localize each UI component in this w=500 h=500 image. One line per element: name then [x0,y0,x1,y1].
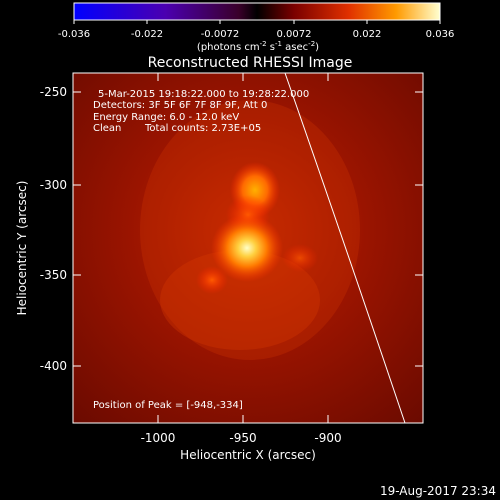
colorbar-tick-label: -0.036 [58,29,90,40]
x-tick-label: -900 [314,431,341,445]
x-tick-label: -1000 [141,431,176,445]
y-axis-ticks [73,91,423,367]
info-energy-range: Energy Range: 6.0 - 12.0 keV [93,112,239,123]
colorbar-ticks [73,20,441,24]
info-detectors: Detectors: 3F 5F 6F 7F 8F 9F, Att 0 [93,100,267,111]
colorbar-tick-label: -0.0072 [201,29,240,40]
colorbar-units: (photons cm-2 s-1 asec-2) [197,40,319,53]
info-method: Clean [93,123,121,134]
info-peak-position: Position of Peak = [-948,-334] [93,400,243,411]
info-total-counts: Total counts: 2.73E+05 [144,123,261,134]
y-tick-label: -250 [40,85,67,99]
x-axis-ticks [157,73,329,423]
rhessi-image [73,73,423,423]
y-axis-label: Heliocentric Y (arcsec) [15,181,29,316]
colorbar-tick-label: 0.0072 [277,29,312,40]
info-time-range: 5-Mar-2015 19:18:22.000 to 19:28:22.000 [98,89,309,100]
colorbar-tick-label: 0.036 [426,29,455,40]
solar-limb [284,73,406,423]
colorbar-tick-label: -0.022 [131,29,163,40]
y-tick-label: -350 [40,268,67,282]
plot-title: Reconstructed RHESSI Image [148,55,353,71]
colorbar [73,2,441,21]
plot-frame [72,72,424,424]
x-tick-label: -950 [229,431,256,445]
footer-date: 19-Aug-2017 23:34 [380,484,496,498]
y-tick-label: -300 [40,178,67,192]
colorbar-tick-label: 0.022 [353,29,382,40]
x-axis-label: Heliocentric X (arcsec) [180,448,316,462]
y-tick-label: -400 [40,359,67,373]
